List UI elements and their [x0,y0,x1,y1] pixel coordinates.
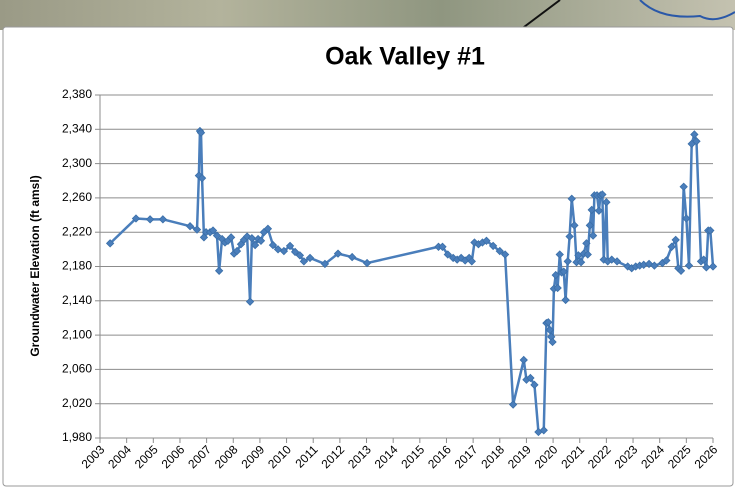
y-tick-label: 2,100 [62,327,92,341]
y-tick-label: 2,380 [62,87,92,101]
y-tick-label: 2,060 [62,362,92,376]
y-tick-label: 2,260 [62,190,92,204]
y-tick-label: 1,980 [62,430,92,444]
chart: Oak Valley #1 Groundwater Elevation (ft … [0,0,735,487]
y-tick-label: 2,300 [62,156,92,170]
chart-panel [3,27,733,486]
y-tick-label: 2,020 [62,396,92,410]
y-tick-label: 2,180 [62,259,92,273]
chart-title: Oak Valley #1 [325,43,485,71]
map-strip [0,0,735,30]
y-tick-label: 2,340 [62,121,92,135]
page: {"chart_data": { "type": "line", "title"… [0,0,735,487]
y-tick-label: 2,140 [62,293,92,307]
y-axis-label: Groundwater Elevation (ft amsl) [28,175,42,356]
y-tick-label: 2,220 [62,224,92,238]
